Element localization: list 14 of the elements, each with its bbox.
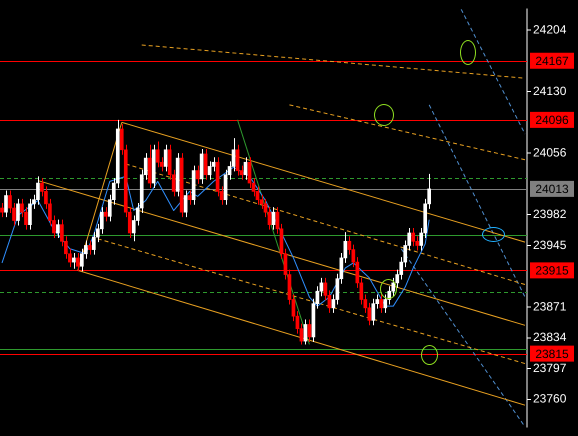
ref-line-label: 23915 bbox=[535, 264, 570, 278]
ref-line-label: 24013 bbox=[535, 182, 570, 196]
y-tick-label: 23760 bbox=[533, 392, 567, 406]
y-tick-label: 23834 bbox=[533, 330, 567, 344]
y-tick-label: 24130 bbox=[533, 84, 567, 98]
y-tick-label: 23945 bbox=[533, 238, 567, 252]
y-tick-label: 23797 bbox=[533, 360, 567, 375]
y-tick-label: 23982 bbox=[533, 206, 567, 221]
ref-line-label: 24096 bbox=[535, 113, 570, 128]
y-tick-label: 24056 bbox=[533, 145, 567, 160]
ref-line-label: 23815 bbox=[535, 346, 570, 361]
y-tick-label: 24204 bbox=[533, 22, 567, 36]
ref-line-label: 24167 bbox=[535, 54, 570, 68]
y-tick-label: 23871 bbox=[533, 299, 567, 314]
